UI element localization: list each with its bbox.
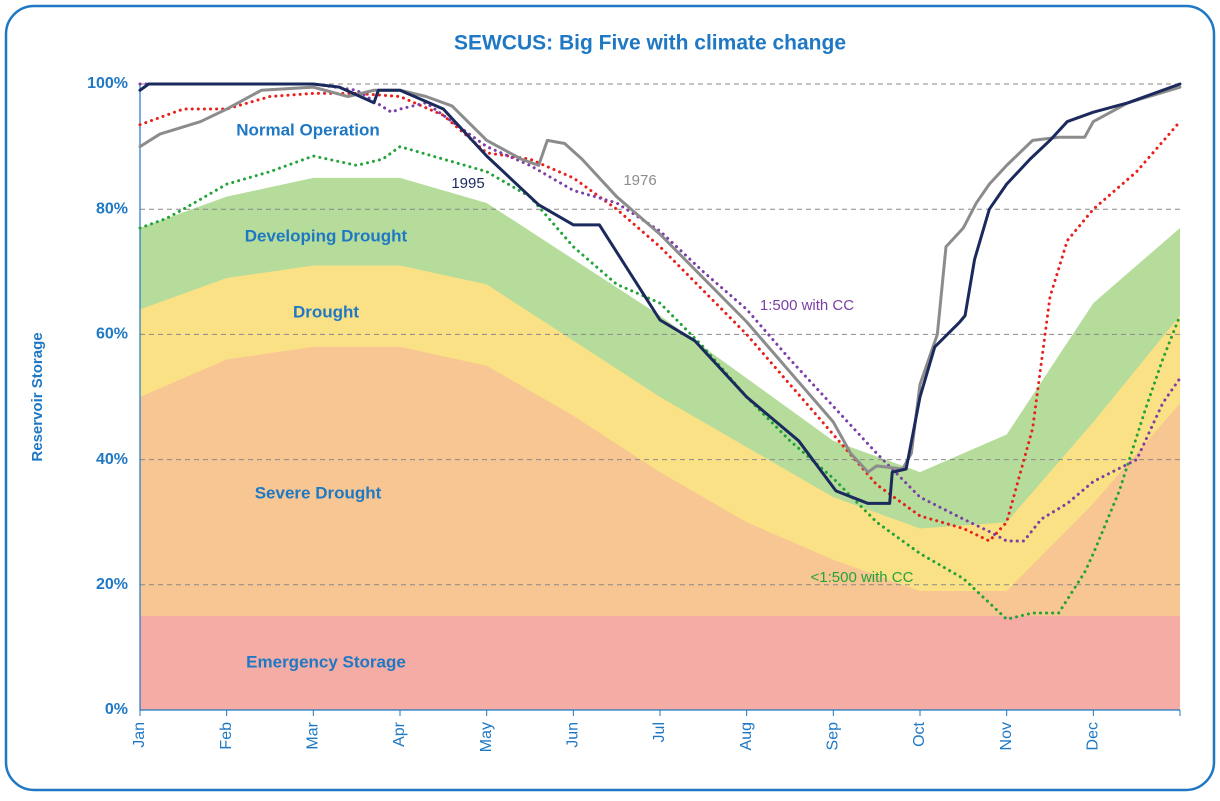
x-tick-label: Mar: [305, 721, 322, 749]
series-label: <1:500 with CC: [811, 569, 914, 586]
series-line: [138, 85, 1182, 474]
zone-label: Severe Drought: [255, 483, 382, 502]
x-tick-label: Jun: [565, 722, 582, 748]
series-line: [138, 91, 1182, 543]
y-axis-label: Reservoir Storage: [29, 332, 46, 461]
x-tick-label: Dec: [1085, 722, 1102, 750]
zone-label: Developing Drought: [245, 226, 408, 245]
zone-label: Normal Operation: [236, 120, 380, 139]
y-tick-label: 40%: [96, 451, 128, 468]
zone-label: Drought: [293, 302, 359, 321]
x-tick-label: Sep: [825, 722, 842, 751]
series-label: 1976: [623, 172, 656, 189]
y-tick-label: 100%: [87, 75, 128, 92]
x-tick-label: Jul: [651, 722, 668, 742]
x-tick-label: May: [478, 722, 495, 752]
x-tick-label: Apr: [391, 721, 408, 747]
chart-title: SEWCUS: Big Five with climate change: [454, 32, 846, 55]
series-label: 1995: [451, 175, 484, 192]
zone-area: [140, 616, 1180, 710]
x-tick-label: Feb: [218, 722, 235, 750]
series-label: 1:500 with CC: [760, 297, 854, 314]
zone-label: Emergency Storage: [246, 652, 406, 671]
series-line: [138, 145, 1182, 621]
x-tick-label: Nov: [998, 722, 1015, 750]
x-tick-label: Jan: [131, 722, 148, 748]
x-tick-label: Aug: [738, 722, 755, 750]
y-tick-label: 80%: [96, 200, 128, 217]
y-tick-label: 0%: [105, 701, 128, 718]
y-tick-label: 60%: [96, 326, 128, 343]
y-tick-label: 20%: [96, 576, 128, 593]
x-tick-label: Oct: [911, 721, 928, 746]
series-line: [138, 82, 1182, 505]
